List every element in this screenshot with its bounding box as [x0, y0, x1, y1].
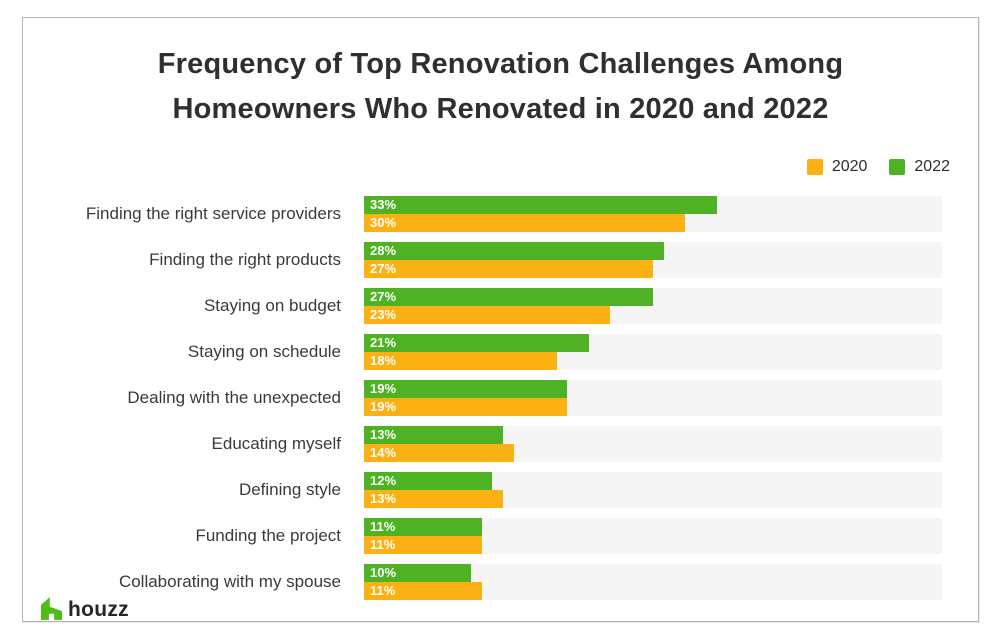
bar-row: Dealing with the unexpected 19% 19%: [23, 380, 942, 416]
chart-title: Frequency of Top Renovation Challenges A…: [23, 42, 978, 132]
legend-swatch-2020-icon: [806, 159, 823, 175]
bar-value-label: 33%: [370, 197, 397, 212]
chart-title-line1: Frequency of Top Renovation Challenges A…: [157, 48, 844, 80]
bar-row: Funding the project 11% 11%: [23, 518, 942, 554]
bar-track: 33% 30%: [364, 196, 942, 232]
legend-item-2022: 2022: [889, 158, 950, 176]
chart-title-line2: Homeowners Who Renovated in 2020 and 202…: [172, 93, 829, 125]
bar-track: 19% 19%: [364, 380, 942, 416]
bar-value-label: 28%: [370, 243, 397, 258]
bar-value-label: 19%: [370, 399, 397, 414]
bar-2020: 18%: [364, 352, 557, 370]
bar-value-label: 18%: [370, 353, 397, 368]
bar-2022: 19%: [364, 380, 568, 398]
bar-2020: 11%: [364, 536, 482, 554]
legend-swatch-2022-icon: [889, 159, 906, 175]
bar-track: 21% 18%: [364, 334, 942, 370]
bar-2022: 13%: [364, 426, 504, 444]
bar-2020: 19%: [364, 398, 568, 416]
category-label: Funding the project: [195, 526, 341, 545]
bar-2022: 12%: [364, 472, 493, 490]
bar-value-label: 27%: [370, 289, 397, 304]
bar-row: Finding the right service providers 33% 30…: [23, 196, 942, 232]
bar-value-label: 11%: [370, 583, 396, 598]
bar-rows: Finding the right service providers 33% 30…: [23, 196, 942, 610]
bar-value-label: 27%: [370, 261, 397, 276]
bar-2022: 11%: [364, 518, 482, 536]
bar-value-label: 13%: [370, 491, 397, 506]
bar-2022: 33%: [364, 196, 718, 214]
legend-item-2020: 2020: [806, 158, 868, 176]
bar-2020: 13%: [364, 490, 504, 508]
bar-2020: 14%: [364, 444, 514, 462]
bar-2022: 28%: [364, 242, 664, 260]
bar-row: Staying on budget 27% 23%: [23, 288, 942, 324]
bar-row: Educating myself 13% 14%: [23, 426, 942, 462]
bar-value-label: 14%: [370, 445, 397, 460]
bar-row: Staying on schedule 21% 18%: [23, 334, 942, 370]
bar-track: 11% 11%: [364, 518, 942, 554]
houzz-icon: [41, 597, 62, 620]
bar-2020: 30%: [364, 214, 686, 232]
bar-value-label: 10%: [370, 565, 397, 580]
category-label: Staying on schedule: [187, 342, 341, 361]
category-label: Educating myself: [211, 434, 341, 453]
chart-card: Frequency of Top Renovation Challenges A…: [22, 17, 979, 622]
bar-2020: 23%: [364, 306, 611, 324]
legend-label-2020: 2020: [831, 158, 868, 175]
bar-2020: 11%: [364, 582, 482, 600]
bar-value-label: 11%: [370, 519, 396, 534]
bar-value-label: 23%: [370, 307, 397, 322]
bar-value-label: 30%: [370, 215, 397, 230]
bar-value-label: 19%: [370, 381, 397, 396]
bar-track: 27% 23%: [364, 288, 942, 324]
bar-track: 28% 27%: [364, 242, 942, 278]
bar-value-label: 13%: [370, 427, 397, 442]
category-label: Dealing with the unexpected: [127, 388, 341, 407]
bar-value-label: 21%: [370, 335, 397, 350]
category-label: Finding the right products: [149, 250, 341, 269]
bar-track: 13% 14%: [364, 426, 942, 462]
category-label: Defining style: [238, 480, 341, 499]
bar-row: Collaborating with my spouse 10% 11%: [23, 564, 942, 600]
houzz-wordmark: houzz: [68, 598, 129, 621]
bar-track: 12% 13%: [364, 472, 942, 508]
category-label: Staying on budget: [203, 296, 341, 315]
bar-value-label: 11%: [370, 537, 396, 552]
category-label: Collaborating with my spouse: [118, 572, 341, 591]
legend-label-2022: 2022: [914, 158, 950, 175]
bar-track: 10% 11%: [364, 564, 942, 600]
category-label: Finding the right service providers: [85, 204, 341, 223]
bar-row: Finding the right products 28% 27%: [23, 242, 942, 278]
bar-2022: 27%: [364, 288, 653, 306]
houzz-logo: houzz: [41, 597, 129, 620]
bar-2022: 21%: [364, 334, 589, 352]
bar-value-label: 12%: [370, 473, 397, 488]
bar-2022: 10%: [364, 564, 472, 582]
legend: 2020 2022: [785, 158, 950, 176]
bar-2020: 27%: [364, 260, 653, 278]
bar-row: Defining style 12% 13%: [23, 472, 942, 508]
